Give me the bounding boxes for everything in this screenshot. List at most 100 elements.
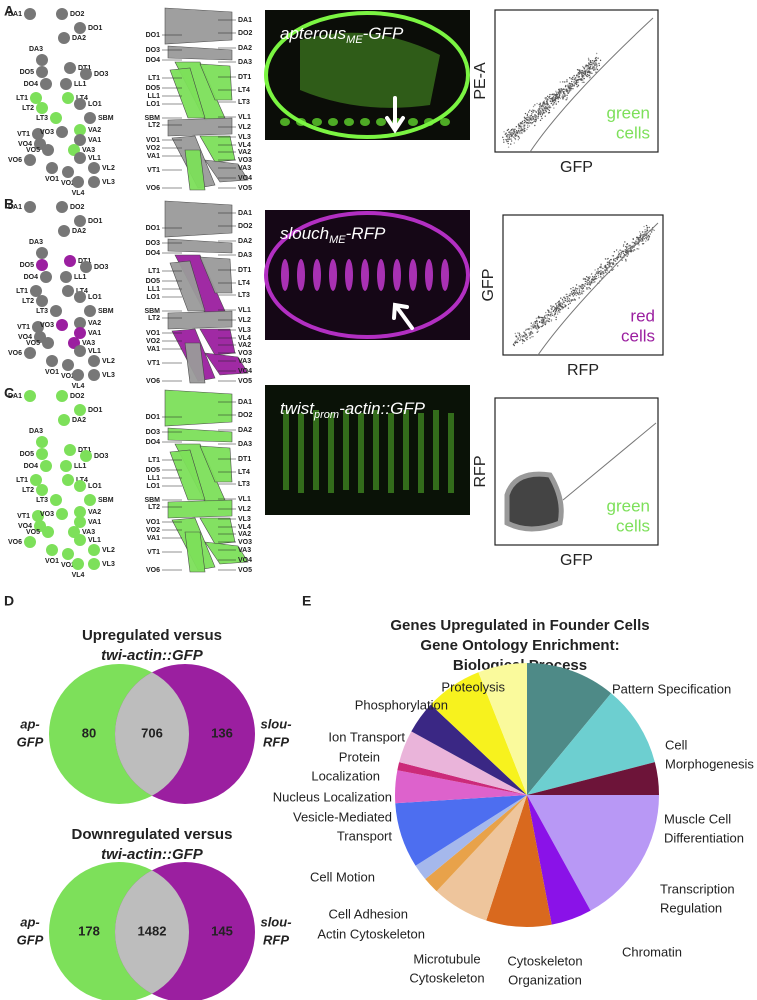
axis-label: RFP	[472, 456, 489, 488]
segment-signal	[313, 259, 321, 291]
gene-name: apterous	[280, 24, 347, 43]
event-dot	[575, 75, 578, 77]
event-dot	[643, 225, 645, 228]
event-dot	[564, 95, 566, 97]
event-dot	[548, 318, 551, 320]
event-dot	[529, 109, 531, 112]
event-dot	[645, 224, 648, 227]
event-dot	[517, 127, 520, 129]
legend-text: green	[607, 103, 650, 122]
muscle-label: VO4	[238, 175, 252, 182]
event-dot	[555, 316, 557, 319]
muscle-label: DA3	[29, 46, 43, 53]
muscle-label: VL1	[238, 496, 251, 503]
muscle-node	[56, 8, 68, 20]
event-dot	[624, 249, 627, 251]
event-dot	[553, 94, 555, 96]
muscle-node	[24, 201, 36, 213]
pie-slice	[486, 795, 552, 927]
event-dot	[594, 63, 597, 65]
muscle-label: VO2	[146, 338, 160, 345]
muscle-label: VO3	[238, 350, 252, 357]
muscle-label: VT1	[147, 167, 160, 174]
muscle-node	[60, 78, 72, 90]
event-dot	[515, 336, 518, 338]
event-dot	[638, 238, 640, 241]
event-dot	[600, 265, 602, 267]
muscle-node	[74, 124, 86, 136]
muscle-label: DA1	[8, 393, 22, 400]
event-dot	[596, 270, 598, 273]
event-dot	[561, 303, 564, 305]
event-dot	[561, 298, 564, 301]
muscle-label: VA3	[238, 165, 251, 172]
legend-text: red	[630, 306, 655, 325]
event-dot	[597, 268, 599, 270]
event-dot	[524, 112, 527, 115]
event-dot	[531, 113, 533, 115]
event-dot	[613, 257, 615, 260]
muscle-label: DA2	[72, 35, 86, 42]
event-dot	[597, 269, 599, 271]
muscle-label: LL1	[74, 463, 87, 470]
event-dot	[523, 335, 526, 337]
event-dot	[510, 143, 512, 145]
muscle-node	[42, 144, 54, 156]
event-dot	[595, 56, 597, 59]
event-dot	[547, 103, 549, 106]
event-dot	[562, 94, 564, 97]
muscle-label: VA3	[238, 547, 251, 554]
event-dot	[536, 326, 539, 328]
event-dot	[556, 301, 559, 304]
event-dot	[535, 317, 538, 320]
muscle-node	[58, 225, 70, 237]
event-dot	[643, 231, 645, 233]
event-dot	[625, 247, 628, 249]
event-dot	[636, 236, 639, 239]
event-dot	[642, 240, 644, 242]
event-dot	[628, 245, 630, 248]
event-dot	[583, 66, 585, 69]
muscle-label: VA2	[88, 127, 101, 134]
event-dot	[646, 236, 649, 238]
event-dot	[585, 66, 587, 68]
event-dot	[535, 119, 537, 121]
event-dot	[593, 60, 596, 62]
event-dot	[531, 116, 534, 119]
muscle-label: VO5	[238, 185, 252, 192]
event-dot	[647, 239, 649, 242]
muscle-label: DO5	[146, 85, 161, 92]
muscle-label: DA2	[72, 417, 86, 424]
event-dot	[649, 233, 651, 235]
muscle-label: VT1	[147, 360, 160, 367]
muscle-label: VL3	[102, 179, 115, 186]
event-dot	[543, 112, 545, 114]
event-dot	[595, 275, 598, 278]
muscle-label: DO2	[70, 11, 85, 18]
muscle-node	[74, 215, 86, 227]
event-dot	[505, 132, 507, 134]
event-dot	[588, 59, 590, 61]
muscle-label: LT2	[148, 315, 160, 322]
event-dot	[617, 256, 620, 259]
segment-signal	[283, 410, 289, 490]
event-dot	[641, 234, 644, 236]
event-dot	[547, 106, 549, 108]
event-dot	[594, 57, 597, 60]
event-dot	[578, 287, 580, 290]
venn-overlap	[115, 862, 189, 1000]
event-dot	[573, 292, 575, 295]
event-dot	[590, 273, 593, 276]
slice-label: Cell Adhesion	[329, 906, 409, 921]
event-dot	[521, 132, 523, 135]
event-dot	[527, 111, 530, 113]
muscle-label: DO2	[238, 30, 253, 37]
muscle-label: VL3	[102, 561, 115, 568]
event-dot	[576, 287, 578, 290]
muscle-node	[62, 359, 74, 371]
muscle-label: LT4	[238, 469, 250, 476]
event-blob	[504, 471, 564, 532]
muscle-label: VL3	[238, 134, 251, 141]
event-dot	[571, 84, 574, 86]
muscle-node	[46, 544, 58, 556]
